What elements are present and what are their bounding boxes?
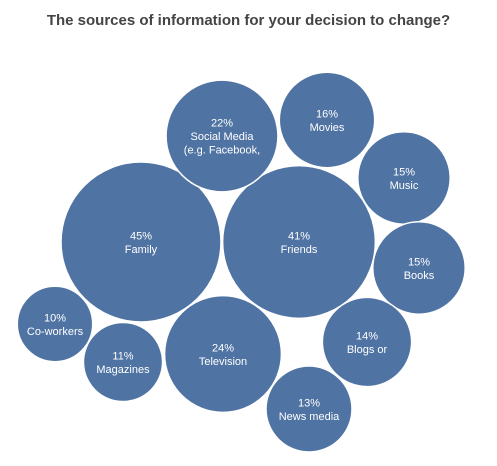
- bubble-label-line: Books: [404, 270, 435, 282]
- bubble-label-music: 15% Music: [390, 166, 419, 192]
- bubble-value: 41%: [288, 230, 310, 242]
- chart-title: The sources of information for your deci…: [46, 12, 451, 29]
- bubble-label-line: Music: [390, 180, 419, 192]
- bubble-books[interactable]: [372, 221, 466, 315]
- bubble-label-line: Magazines: [96, 364, 150, 376]
- bubble-label-line: News media: [279, 411, 340, 423]
- bubble-label-news-media: 13% News media: [279, 397, 340, 423]
- bubble-value: 15%: [393, 166, 415, 178]
- bubble-label-family: 45% Family: [125, 230, 158, 256]
- bubble-label-line: Co-workers: [27, 326, 84, 338]
- bubble-label-books: 15% Books: [404, 256, 435, 282]
- bubble-value: 16%: [316, 108, 338, 120]
- bubble-label-line: Television: [199, 356, 247, 368]
- bubble-news-media[interactable]: [265, 365, 353, 453]
- bubble-label-line: Movies: [310, 122, 345, 134]
- bubble-label-line: Social Media: [191, 131, 255, 143]
- bubble-movies[interactable]: [278, 71, 376, 169]
- bubble-label-line: Blogs or: [347, 344, 388, 356]
- bubble-label-magazines: 11% Magazines: [96, 350, 150, 376]
- bubble-value: 13%: [298, 397, 320, 409]
- bubble-label-line: Friends: [281, 244, 318, 256]
- bubble-value: 11%: [112, 350, 133, 362]
- bubble-magazines[interactable]: [82, 321, 164, 403]
- bubble-label-friends: 41% Friends: [281, 230, 318, 256]
- bubble-label-television: 24% Television: [199, 342, 247, 368]
- bubble-social-media-e-g-facebook[interactable]: [165, 79, 279, 193]
- bubble-blogs-or[interactable]: [321, 296, 413, 388]
- bubble-label-co-workers: 10% Co-workers: [27, 312, 84, 338]
- bubble-friends[interactable]: [221, 164, 377, 320]
- bubble-label-blogs-or: 14% Blogs or: [347, 330, 388, 356]
- bubble-value: 24%: [212, 342, 234, 354]
- bubble-value: 15%: [408, 256, 430, 268]
- bubble-family[interactable]: [60, 161, 222, 323]
- bubble-co-workers[interactable]: [16, 285, 94, 363]
- bubble-television[interactable]: [163, 294, 283, 414]
- bubble-label-line: (e.g. Facebook,: [184, 145, 260, 157]
- bubble-value: 45%: [130, 230, 152, 242]
- bubble-label-movies: 16% Movies: [310, 108, 345, 134]
- bubble-value: 14%: [356, 330, 378, 342]
- bubble-label-line: Family: [125, 244, 158, 256]
- bubble-value: 22%: [211, 118, 233, 130]
- bubble-label-social-media-e-g-facebook: 22% Social Media (e.g. Facebook,: [184, 118, 260, 157]
- bubble-value: 10%: [44, 312, 66, 324]
